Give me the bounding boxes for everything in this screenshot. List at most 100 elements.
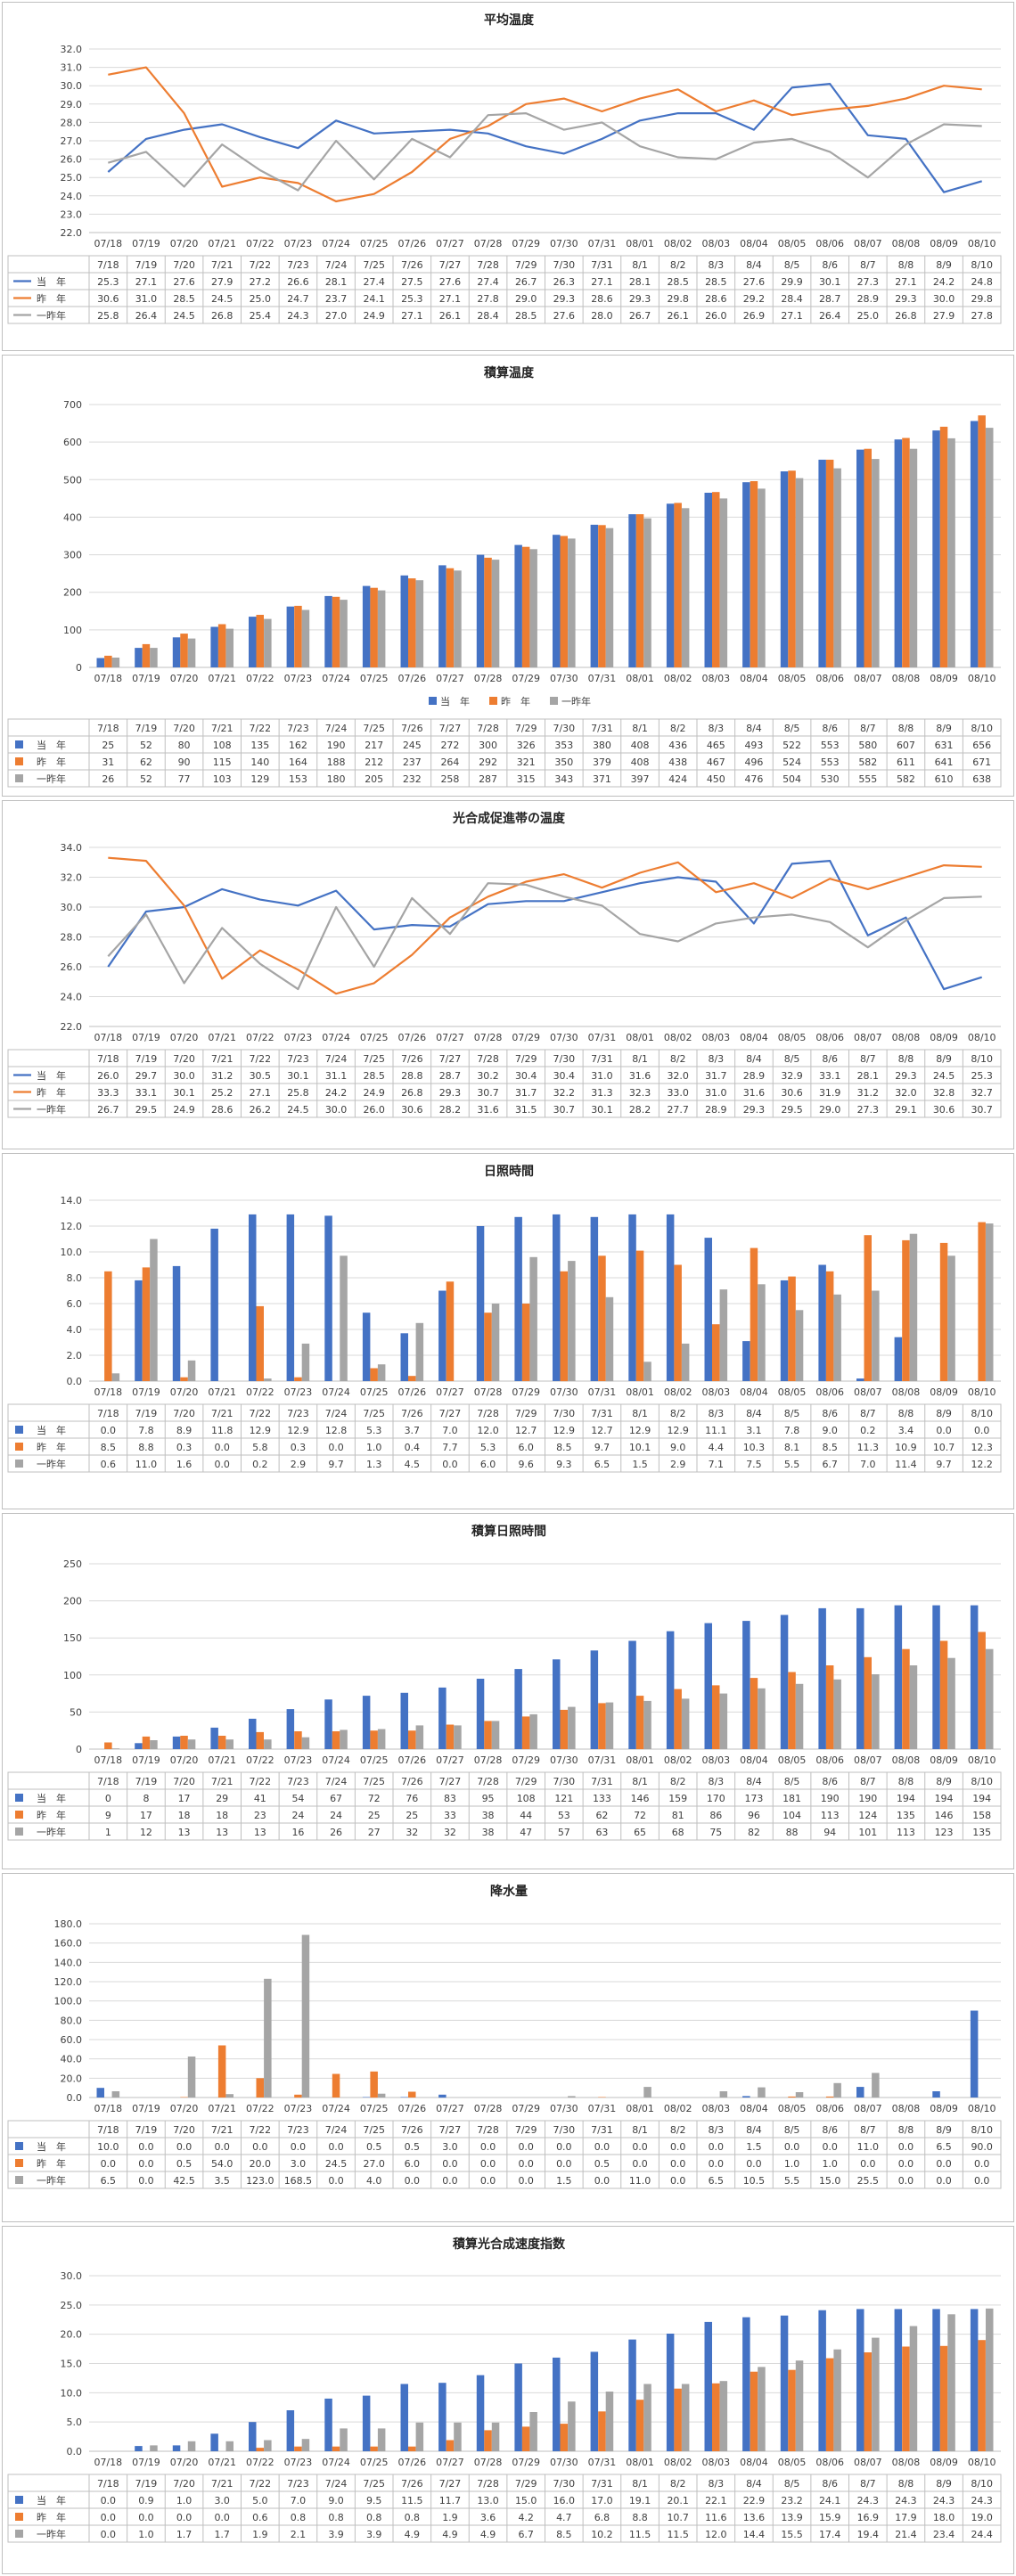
table-value-cell: 26.8 <box>401 1087 423 1099</box>
bar-2 <box>643 2384 651 2451</box>
table-value-cell: 95 <box>482 1793 495 1804</box>
table-value-cell: 15.0 <box>515 2495 537 2506</box>
table-value-cell: 123 <box>935 1827 954 1838</box>
table-value-cell: 0.0 <box>974 2158 990 2170</box>
table-header-cell: 7/29 <box>515 2124 537 2136</box>
table-value-cell: 26.9 <box>743 310 766 322</box>
table-value-cell: 80 <box>178 740 191 751</box>
table-header-cell: 8/8 <box>898 2124 914 2136</box>
table-value-cell: 12.0 <box>705 2529 727 2540</box>
table-value-cell: 8.8 <box>138 1442 154 1453</box>
table-value-cell: 16 <box>291 1827 304 1838</box>
bar-2 <box>264 1378 272 1381</box>
table-value-cell: 24.9 <box>363 1087 385 1099</box>
table-header-cell: 7/26 <box>401 259 423 271</box>
table-value-cell: 31.2 <box>211 1070 234 1082</box>
x-tick-label: 08/03 <box>701 1386 730 1398</box>
y-tick-label: 300 <box>63 550 82 561</box>
x-tick-label: 07/18 <box>94 1032 122 1043</box>
bar-0 <box>553 1214 561 1381</box>
table-value-cell: 9.7 <box>594 1442 610 1453</box>
table-value-cell: 0.5 <box>594 2158 610 2170</box>
table-value-cell: 26.7 <box>515 276 537 288</box>
table-header-cell: 7/28 <box>477 259 499 271</box>
bar-0 <box>553 1659 561 1749</box>
x-tick-label: 07/28 <box>474 2103 503 2114</box>
table-value-cell: 4.9 <box>442 2529 458 2540</box>
y-tick-label: 20.0 <box>61 2073 83 2084</box>
table-value-cell: 0.8 <box>366 2512 382 2523</box>
table-value-cell: 135 <box>897 1810 915 1821</box>
bar-0 <box>590 2351 599 2451</box>
table-value-cell: 26.8 <box>895 310 917 322</box>
x-tick-label: 07/23 <box>284 673 313 684</box>
table-value-cell: 0.0 <box>518 2141 534 2153</box>
bar-0 <box>742 2317 750 2451</box>
table-value-cell: 129 <box>250 773 269 785</box>
table-value-cell: 25.4 <box>250 310 272 322</box>
table-header-cell: 7/27 <box>439 1053 462 1065</box>
x-tick-label: 07/23 <box>284 2457 313 2468</box>
x-tick-label: 07/25 <box>360 238 389 249</box>
bar-0 <box>476 554 485 667</box>
table-value-cell: 27.1 <box>250 1087 272 1099</box>
table-value-cell: 190 <box>858 1793 877 1804</box>
x-tick-label: 07/22 <box>246 2457 274 2468</box>
table-value-cell: 0.6 <box>101 1459 117 1470</box>
bar-2 <box>643 1700 651 1749</box>
bar-2 <box>340 2428 348 2451</box>
table-value-cell: 8 <box>143 1793 149 1804</box>
x-tick-label: 07/21 <box>208 2457 236 2468</box>
table-header-cell: 8/7 <box>860 723 876 734</box>
table-value-cell: 1.3 <box>366 1459 382 1470</box>
bar-2 <box>568 2401 576 2451</box>
legend-label: 当 年 <box>440 695 470 707</box>
table-series-label: 一昨年 <box>37 1826 66 1838</box>
table-value-cell: 350 <box>554 756 573 768</box>
table-legend-key <box>15 1443 23 1451</box>
table-value-cell: 8.5 <box>101 1442 117 1453</box>
legend-swatch <box>489 697 497 705</box>
table-header-cell: 8/4 <box>746 259 762 271</box>
table-series-label: 昨 年 <box>37 756 66 768</box>
table-value-cell: 24.5 <box>287 1104 309 1116</box>
bar-2 <box>301 1343 310 1381</box>
table-value-cell: 0.0 <box>101 2158 117 2170</box>
bar-0 <box>856 2087 864 2098</box>
table-value-cell: 13 <box>254 1827 266 1838</box>
legend-label: 一昨年 <box>561 695 591 707</box>
x-tick-label: 08/07 <box>854 1386 882 1398</box>
table-legend-key <box>15 774 23 782</box>
table-header-cell: 7/22 <box>249 2124 271 2136</box>
x-tick-label: 07/22 <box>246 238 274 249</box>
table-value-cell: 353 <box>554 740 573 751</box>
bar-1 <box>560 1271 568 1382</box>
table-header-cell: 7/27 <box>439 1408 462 1419</box>
bar-2 <box>529 1256 537 1381</box>
bar-2 <box>264 1739 272 1749</box>
x-tick-label: 07/26 <box>397 1032 426 1043</box>
table-value-cell: 28.9 <box>705 1104 727 1116</box>
table-value-cell: 530 <box>821 773 840 785</box>
bar-0 <box>932 2309 940 2451</box>
bar-0 <box>438 1290 447 1381</box>
table-header-cell: 7/30 <box>553 723 575 734</box>
table-value-cell: 31.5 <box>515 1104 537 1116</box>
table-value-cell: 10.7 <box>933 1442 955 1453</box>
x-tick-label: 08/09 <box>930 1032 958 1043</box>
bar-1 <box>142 1267 151 1381</box>
x-tick-label: 07/28 <box>474 2457 503 2468</box>
table-value-cell: 7.0 <box>442 1425 458 1436</box>
y-tick-label: 100 <box>63 625 82 636</box>
y-tick-label: 120.0 <box>54 1976 83 1988</box>
table-value-cell: 3.4 <box>898 1425 914 1436</box>
bar-0 <box>362 1313 371 1381</box>
bar-1 <box>142 643 151 667</box>
table-header-cell: 8/5 <box>784 1408 800 1419</box>
x-tick-label: 07/18 <box>94 238 122 249</box>
bar-2 <box>872 459 880 667</box>
table-value-cell: 57 <box>558 1827 570 1838</box>
bar-1 <box>712 1685 720 1749</box>
table-value-cell: 12.8 <box>325 1425 348 1436</box>
table-series-label: 一昨年 <box>37 773 66 785</box>
